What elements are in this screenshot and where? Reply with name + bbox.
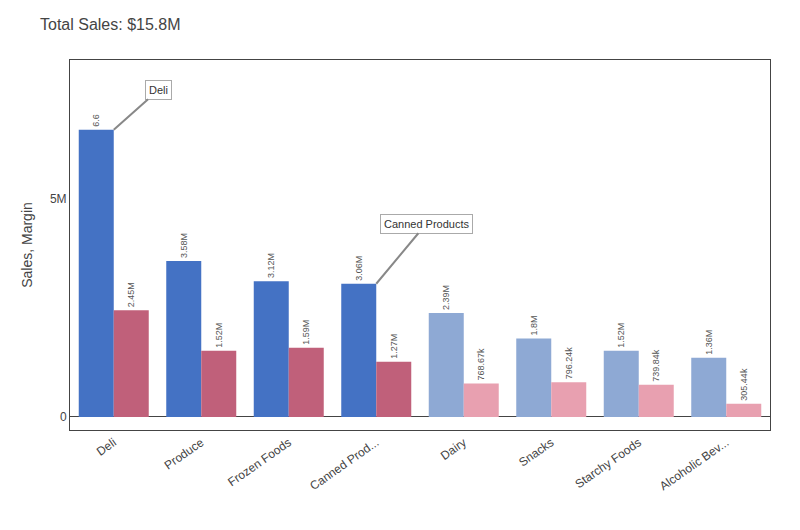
svg-text:768.67k: 768.67k <box>476 348 486 381</box>
svg-text:739.84k: 739.84k <box>651 349 661 382</box>
svg-text:2.45M: 2.45M <box>126 282 136 307</box>
svg-text:3.58M: 3.58M <box>179 233 189 258</box>
svg-text:1.36M: 1.36M <box>704 330 714 355</box>
svg-text:Deli: Deli <box>94 435 119 458</box>
svg-text:0: 0 <box>60 410 67 424</box>
svg-text:1.59M: 1.59M <box>301 320 311 345</box>
svg-text:1.27M: 1.27M <box>389 334 399 359</box>
svg-text:3.12M: 3.12M <box>266 253 276 278</box>
svg-text:1.52M: 1.52M <box>214 323 224 348</box>
svg-text:Dairy: Dairy <box>438 435 469 463</box>
svg-text:Canned Prod...: Canned Prod... <box>307 435 381 493</box>
svg-text:1.8M: 1.8M <box>529 316 539 336</box>
svg-text:305.44k: 305.44k <box>739 368 749 401</box>
svg-text:Starchy Foods: Starchy Foods <box>573 435 644 491</box>
svg-text:Snacks: Snacks <box>516 435 556 469</box>
svg-text:6.6: 6.6 <box>91 114 101 127</box>
svg-text:Deli: Deli <box>149 84 168 96</box>
svg-text:Canned Products: Canned Products <box>384 218 469 230</box>
svg-text:Produce: Produce <box>162 435 207 472</box>
svg-text:2.39M: 2.39M <box>441 285 451 310</box>
svg-text:Alcoholic Bev...: Alcoholic Bev... <box>657 435 732 493</box>
svg-text:Sales, Margin: Sales, Margin <box>19 202 35 288</box>
svg-text:3.06M: 3.06M <box>354 256 364 281</box>
svg-text:5M: 5M <box>50 192 67 206</box>
svg-text:796.24k: 796.24k <box>564 347 574 380</box>
svg-text:1.52M: 1.52M <box>616 323 626 348</box>
svg-text:Frozen Foods: Frozen Foods <box>225 435 294 489</box>
svg-text:Total Sales: $15.8M: Total Sales: $15.8M <box>40 16 181 33</box>
